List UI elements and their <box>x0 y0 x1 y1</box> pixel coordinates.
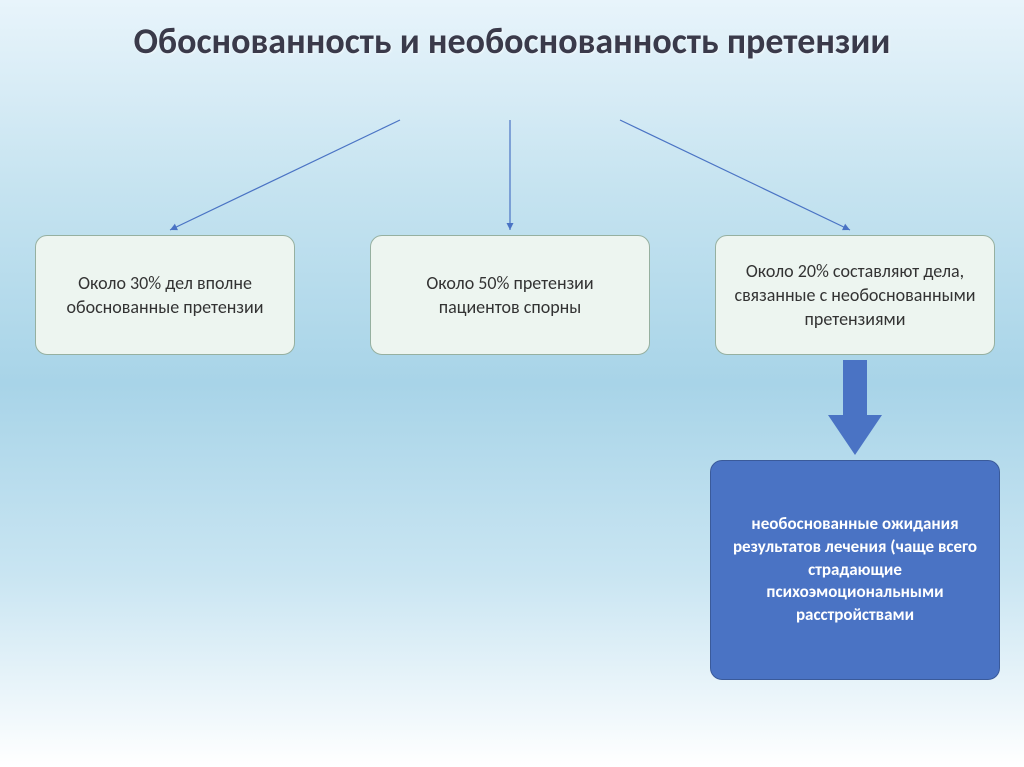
detail-box: необоснованные ожидания результатов лече… <box>710 460 1000 680</box>
stat-box-20: Около 20% составляют дела, связанные с н… <box>715 235 995 355</box>
detail-box-text: необоснованные ожидания результатов лече… <box>727 513 983 628</box>
stat-box-50-text: Около 50% претензии пациентов спорны <box>387 271 633 320</box>
stat-box-50: Около 50% претензии пациентов спорны <box>370 235 650 355</box>
stat-box-30-text: Около 30% дел вполне обоснованные претен… <box>52 271 278 320</box>
stat-box-20-text: Около 20% составляют дела, связанные с н… <box>732 259 978 332</box>
down-arrow-icon <box>828 360 882 455</box>
stat-box-30: Около 30% дел вполне обоснованные претен… <box>35 235 295 355</box>
slide-title: Обоснованность и необоснованность претен… <box>0 20 1024 63</box>
